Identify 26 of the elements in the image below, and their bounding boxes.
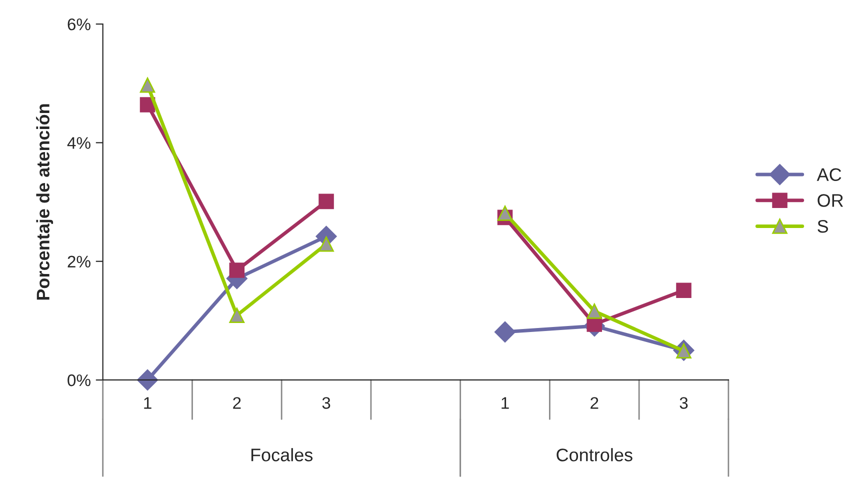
text: Focales [251,448,313,462]
point [676,282,692,298]
point [494,321,516,342]
point [318,194,334,210]
point [497,206,513,221]
legend-label: AC [816,168,842,182]
y-tick-label: 0% [68,374,90,386]
y-axis-title: Porcentaje de atención [36,104,54,300]
text: Controles [556,448,632,462]
x-tick-label: 2 [590,397,598,409]
point [229,308,245,323]
x-tick-label: 1 [144,397,152,409]
y-tick-label: 6% [68,18,90,30]
x-tick-label: 1 [502,397,509,409]
y-tick-label: 2% [68,256,90,268]
point [140,78,156,93]
legend-label: S [818,220,828,233]
point [586,304,602,319]
point [318,236,334,252]
y-tick-label: 4% [67,137,90,149]
point [229,262,245,278]
point [137,369,158,391]
x-tick-label: 3 [680,397,688,409]
x-tick-label: 2 [233,397,241,409]
legend-label: OR [818,194,844,207]
x-tick-label: 3 [322,397,330,409]
